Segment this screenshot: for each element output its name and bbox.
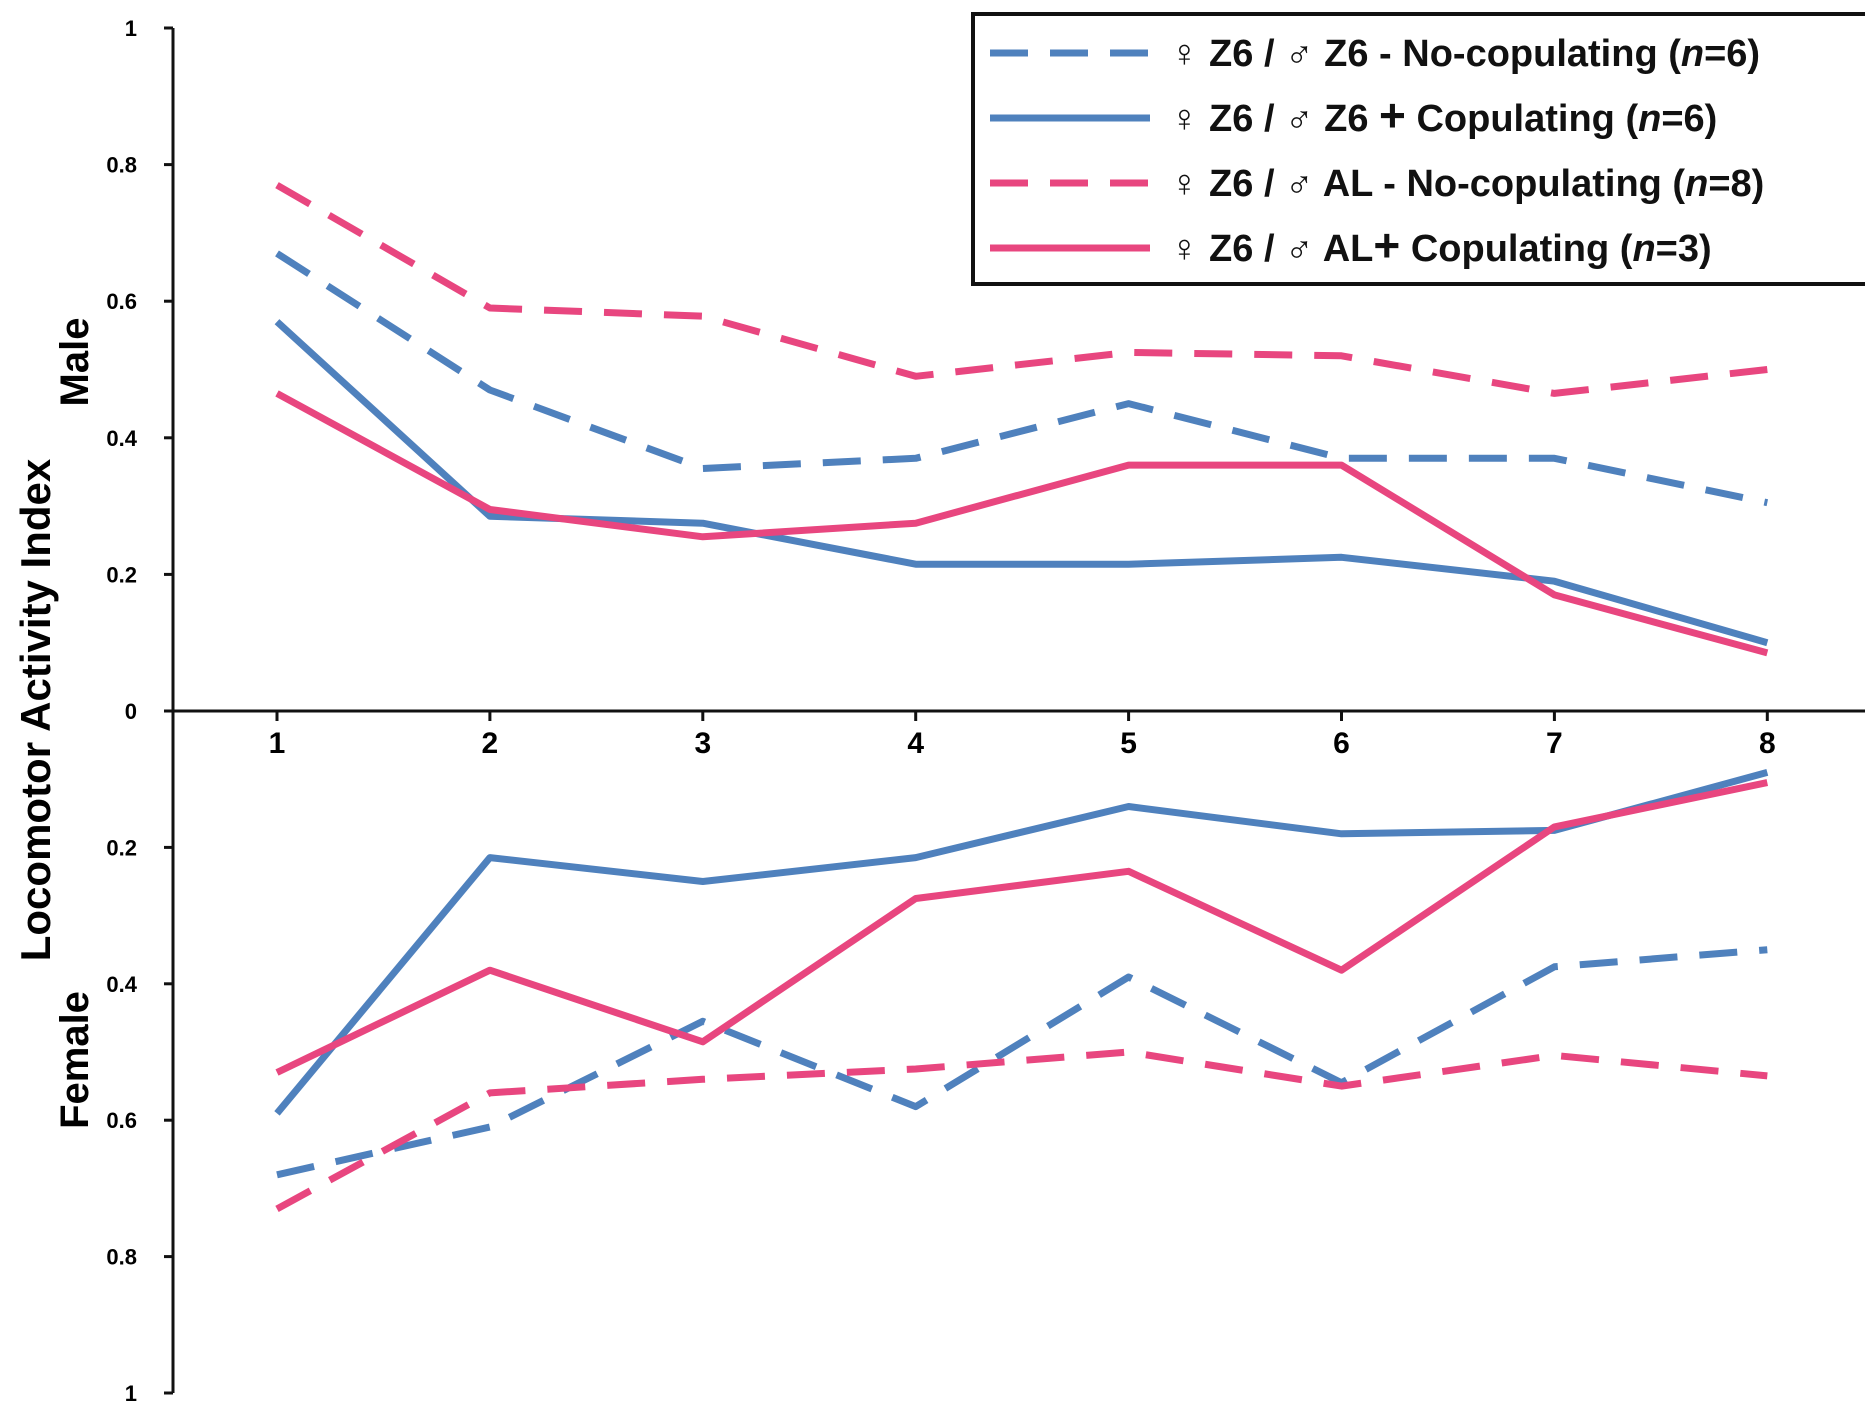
y-tick-label-male: 0.8	[106, 153, 137, 178]
series-line-female-z6al-cop	[275, 779, 1769, 1076]
y-axis-title: Locomotor Activity Index	[12, 458, 59, 961]
x-tick-label: 3	[694, 727, 711, 760]
y-tick-label-female: 0.4	[106, 972, 137, 997]
x-tick-label: 7	[1546, 727, 1563, 760]
legend-box	[971, 12, 1865, 286]
series-line-male-z6al-cop	[275, 390, 1769, 657]
y-tick-label-male: 0.2	[106, 562, 137, 587]
y-tick-label-male: 0	[125, 699, 137, 724]
x-tick-label: 1	[269, 727, 286, 760]
x-tick-label: 4	[907, 727, 924, 760]
y-tick-label-female: 0.8	[106, 1245, 137, 1270]
panel-label-male: Male	[53, 318, 97, 407]
y-tick-label-female: 0.6	[106, 1108, 137, 1133]
x-tick-label: 8	[1759, 727, 1776, 760]
y-tick-label-male: 0.6	[106, 289, 137, 314]
x-tick-label: 2	[482, 727, 499, 760]
legend-label: ♀ Z6 / ♂ Z6 - No-copulating (n=6)	[1170, 33, 1760, 75]
axes: 1 0.8 0.6 0.4 0.2 0 0.2 0.4 0.6 0.8 1 1 2 3 4 5 6 7 8	[106, 16, 1865, 1405]
series-line-male-z6al-nocop	[275, 182, 1768, 397]
legend-label: ♀ Z6 / ♂ AL+ Copulating (n=3)	[1170, 219, 1712, 271]
series-line-male-z6z6-cop	[274, 319, 1769, 647]
panel-label-female: Female	[53, 991, 97, 1129]
y-tick-label-male: 0.4	[106, 426, 137, 451]
series-line-female-z6z6-cop	[274, 769, 1769, 1116]
y-tick-label-female: 0.2	[106, 835, 137, 860]
series-line-female-z6al-nocop	[275, 1048, 1768, 1212]
legend: ♀ Z6 / ♂ Z6 - No-copulating (n=6) ♀ Z6 / …	[971, 12, 1865, 286]
legend-label: ♀ Z6 / ♂ Z6 + Copulating (n=6)	[1170, 89, 1717, 141]
series-layer	[274, 182, 1769, 1212]
y-tick-label-male: 1	[125, 16, 137, 41]
x-tick-label: 5	[1120, 727, 1137, 760]
series-line-female-z6z6-nocop	[276, 946, 1768, 1179]
legend-label: ♀ Z6 / ♂ AL - No-copulating (n=8)	[1170, 163, 1764, 205]
x-tick-label: 6	[1333, 727, 1350, 760]
series-line-male-z6z6-nocop	[275, 250, 1769, 507]
y-tick-label-female: 1	[125, 1381, 137, 1405]
